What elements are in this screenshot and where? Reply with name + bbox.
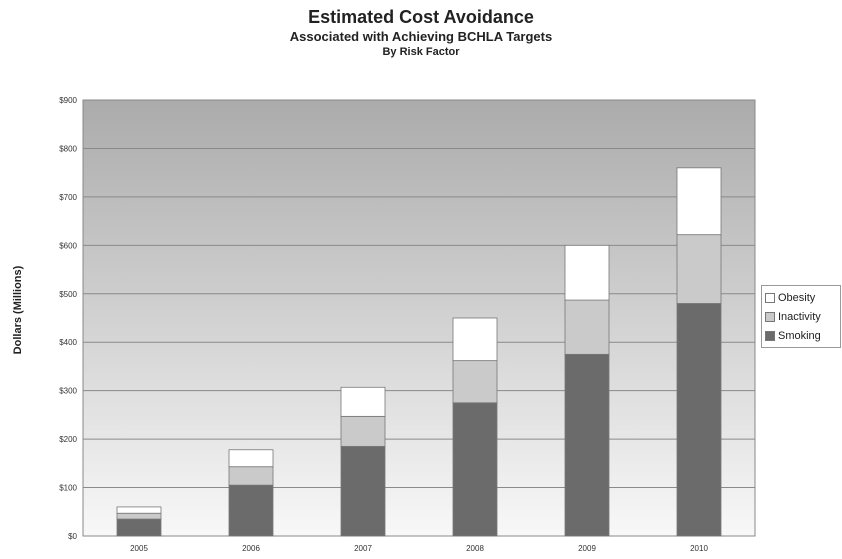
bar-obesity-2009 (564, 244, 610, 301)
bar-smoking-2008 (452, 402, 498, 537)
bar-smoking-2007 (340, 445, 386, 537)
bar-smoking-2006 (228, 484, 274, 537)
y-tick-label: $100 (59, 484, 77, 493)
gridlines (83, 99, 755, 537)
bar-inactivity-2005 (116, 512, 162, 520)
legend-label-smoking: Smoking (778, 329, 821, 342)
x-tick-label: 2005 (130, 544, 148, 553)
y-tick-label: $0 (68, 532, 77, 541)
bar-inactivity-2010 (676, 234, 722, 304)
y-tick-label: $800 (59, 144, 77, 153)
legend-item-inactivity: Inactivity (765, 307, 837, 326)
bar-smoking-2005 (116, 518, 162, 537)
bar-inactivity-2007 (340, 415, 386, 447)
y-tick-label: $200 (59, 435, 77, 444)
chart-title: Estimated Cost Avoidance (308, 7, 534, 27)
bar-inactivity-2009 (564, 299, 610, 355)
legend-item-smoking: Smoking (765, 326, 837, 345)
x-tick-label: 2008 (466, 544, 484, 553)
bar-inactivity-2008 (452, 360, 498, 404)
chart-subtitle: Associated with Achieving BCHLA Targets (289, 29, 553, 44)
bar-obesity-2007 (340, 386, 386, 417)
legend-swatch-inactivity (765, 311, 775, 322)
x-tick-label: 2007 (354, 544, 372, 553)
legend-label-inactivity: Inactivity (778, 310, 821, 323)
plot-area (82, 99, 756, 537)
legend-swatch-obesity (765, 292, 775, 303)
bar-obesity-2005 (116, 506, 162, 514)
bar-obesity-2006 (228, 449, 274, 468)
chart-titles: Estimated Cost Avoidance Associated with… (0, 6, 842, 60)
y-tick-label: $300 (59, 387, 77, 396)
y-tick-label: $500 (59, 290, 77, 299)
bar-inactivity-2006 (228, 466, 274, 486)
chart-subtitle-2: By Risk Factor (382, 46, 460, 58)
legend-item-obesity: Obesity (765, 288, 837, 307)
bars (116, 167, 722, 537)
x-axis-ticks: 2005 2006 2007 2008 2009 2010 (130, 544, 708, 553)
y-axis-ticks: $0 $100 $200 $300 $400 $500 $600 $700 $800 $900 (59, 96, 77, 541)
y-tick-label: $400 (59, 338, 77, 347)
x-tick-label: 2010 (690, 544, 708, 553)
x-tick-label: 2009 (578, 544, 596, 553)
y-tick-label: $600 (59, 241, 77, 250)
legend-swatch-smoking (765, 330, 775, 341)
y-tick-label: $900 (59, 96, 77, 105)
y-tick-label: $700 (59, 193, 77, 202)
legend: Obesity Inactivity Smoking (761, 285, 841, 348)
x-tick-label: 2006 (242, 544, 260, 553)
bar-smoking-2009 (564, 353, 610, 537)
bar-obesity-2010 (676, 167, 722, 236)
legend-label-obesity: Obesity (778, 291, 816, 304)
bar-obesity-2008 (452, 317, 498, 362)
bar-smoking-2010 (676, 303, 722, 537)
